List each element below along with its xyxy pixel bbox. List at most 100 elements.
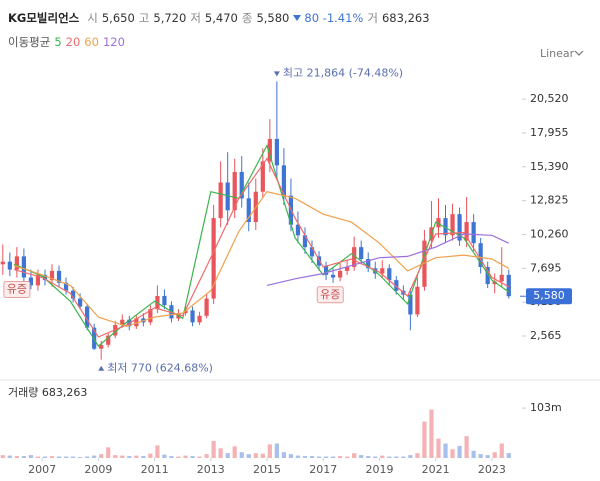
candle-body [457, 214, 462, 241]
volume-bar [106, 447, 111, 458]
volume-tick-label: 103m [530, 401, 562, 414]
volume-bar [127, 456, 132, 458]
candle-body [35, 274, 41, 286]
candle-body [499, 274, 504, 282]
volume-bar [0, 455, 5, 458]
scale-mode[interactable]: Linear [540, 47, 575, 60]
candle-body [183, 310, 188, 314]
y-tick-label: 7,695 [530, 261, 562, 274]
field-label: 시 [87, 11, 98, 25]
volume-bar [485, 455, 490, 458]
candle-body [373, 268, 378, 274]
candle-body [246, 198, 251, 223]
candle-body [295, 224, 301, 236]
candle-body [190, 310, 195, 323]
volume-bar [316, 456, 322, 458]
candle-body [281, 165, 286, 196]
volume-bar [302, 456, 308, 458]
volume-bar [176, 456, 181, 458]
volume-bar [169, 456, 174, 458]
moving-average-line [13, 191, 510, 327]
volume-bar [92, 455, 97, 458]
min-marker [98, 365, 105, 371]
volume-bar [478, 454, 483, 458]
volume-bar [141, 456, 146, 458]
candle-body [63, 282, 69, 291]
volume-bar [380, 455, 385, 458]
volume-bar [7, 455, 12, 458]
x-tick-label: 2021 [422, 463, 450, 476]
legend-entry[interactable]: 120 [102, 35, 125, 49]
legend-entry[interactable]: 5 [54, 35, 62, 49]
volume-bar [183, 455, 188, 458]
volume-bar [450, 449, 455, 458]
volume-bar [323, 456, 329, 458]
volume-bar [443, 443, 448, 458]
candle-body [21, 256, 26, 278]
quote-header: KG모빌리언스 시 5,650 고 5,720 저 5,470 종 5,580 80 -… [8, 10, 430, 26]
x-tick-label: 2023 [478, 463, 506, 476]
y-tick-label: 17,955 [530, 126, 569, 139]
candle-body [415, 286, 420, 315]
legend-title: 이동평균 [8, 35, 51, 49]
event-box [316, 286, 344, 304]
volume-bar [281, 452, 286, 458]
candle-body [485, 266, 490, 285]
candle-body [232, 171, 237, 211]
volume-bar [274, 443, 279, 458]
volume-bar [42, 456, 48, 458]
candle-body [436, 218, 441, 228]
stock-name: KG모빌리언스 [8, 11, 80, 25]
volume-bar [63, 456, 69, 458]
dropdown-chevron[interactable] [574, 50, 584, 56]
candle-body [323, 265, 329, 275]
candle-body [450, 214, 455, 236]
volume-bar [471, 450, 476, 458]
candle-body [359, 247, 364, 260]
x-tick-label: 2017 [309, 463, 337, 476]
candle-body [267, 138, 272, 162]
change: 80 -1.41% [293, 11, 363, 25]
volume-bar [70, 456, 76, 458]
volume-bar [113, 455, 118, 458]
candle-body [380, 268, 385, 274]
candle-body [225, 182, 230, 211]
volume-bar [197, 456, 202, 458]
legend-entry[interactable]: 60 [84, 35, 99, 49]
x-tick-label: 2007 [28, 463, 56, 476]
candle-body [366, 259, 371, 269]
volume-bar [28, 455, 34, 458]
candle-body [302, 235, 308, 248]
field-value: 5,580 [256, 11, 290, 25]
volume-bar [134, 455, 139, 458]
field-value: 5,650 [101, 11, 135, 25]
ma-legend: 이동평균 5 20 60 120 [8, 34, 125, 50]
volume-bar [506, 453, 511, 458]
volume-bar [394, 456, 399, 458]
legend-entry[interactable]: 20 [65, 35, 81, 49]
last-price-label: 5,580 [533, 289, 565, 302]
volume-bar [436, 438, 441, 458]
candle-body [99, 344, 104, 349]
volume-bar [190, 456, 195, 458]
candle-body [394, 280, 399, 291]
candle-body [134, 318, 139, 327]
volume-bar [338, 456, 343, 458]
moving-average-line [13, 144, 510, 348]
volume-bar [457, 445, 462, 458]
candle-body [464, 222, 469, 241]
candle-body [14, 256, 19, 270]
candle-body [274, 138, 279, 166]
event-box [3, 280, 31, 298]
volume-bar [204, 454, 209, 458]
y-tick-label: 20,520 [530, 92, 569, 105]
candle-body [70, 290, 76, 299]
volume-bar [422, 421, 427, 458]
volume-bar [253, 453, 258, 458]
candle-body [162, 295, 167, 306]
volume-bar [295, 455, 301, 458]
volume-bar [239, 452, 244, 458]
volume-bar [387, 456, 392, 458]
candle-body [148, 309, 153, 323]
